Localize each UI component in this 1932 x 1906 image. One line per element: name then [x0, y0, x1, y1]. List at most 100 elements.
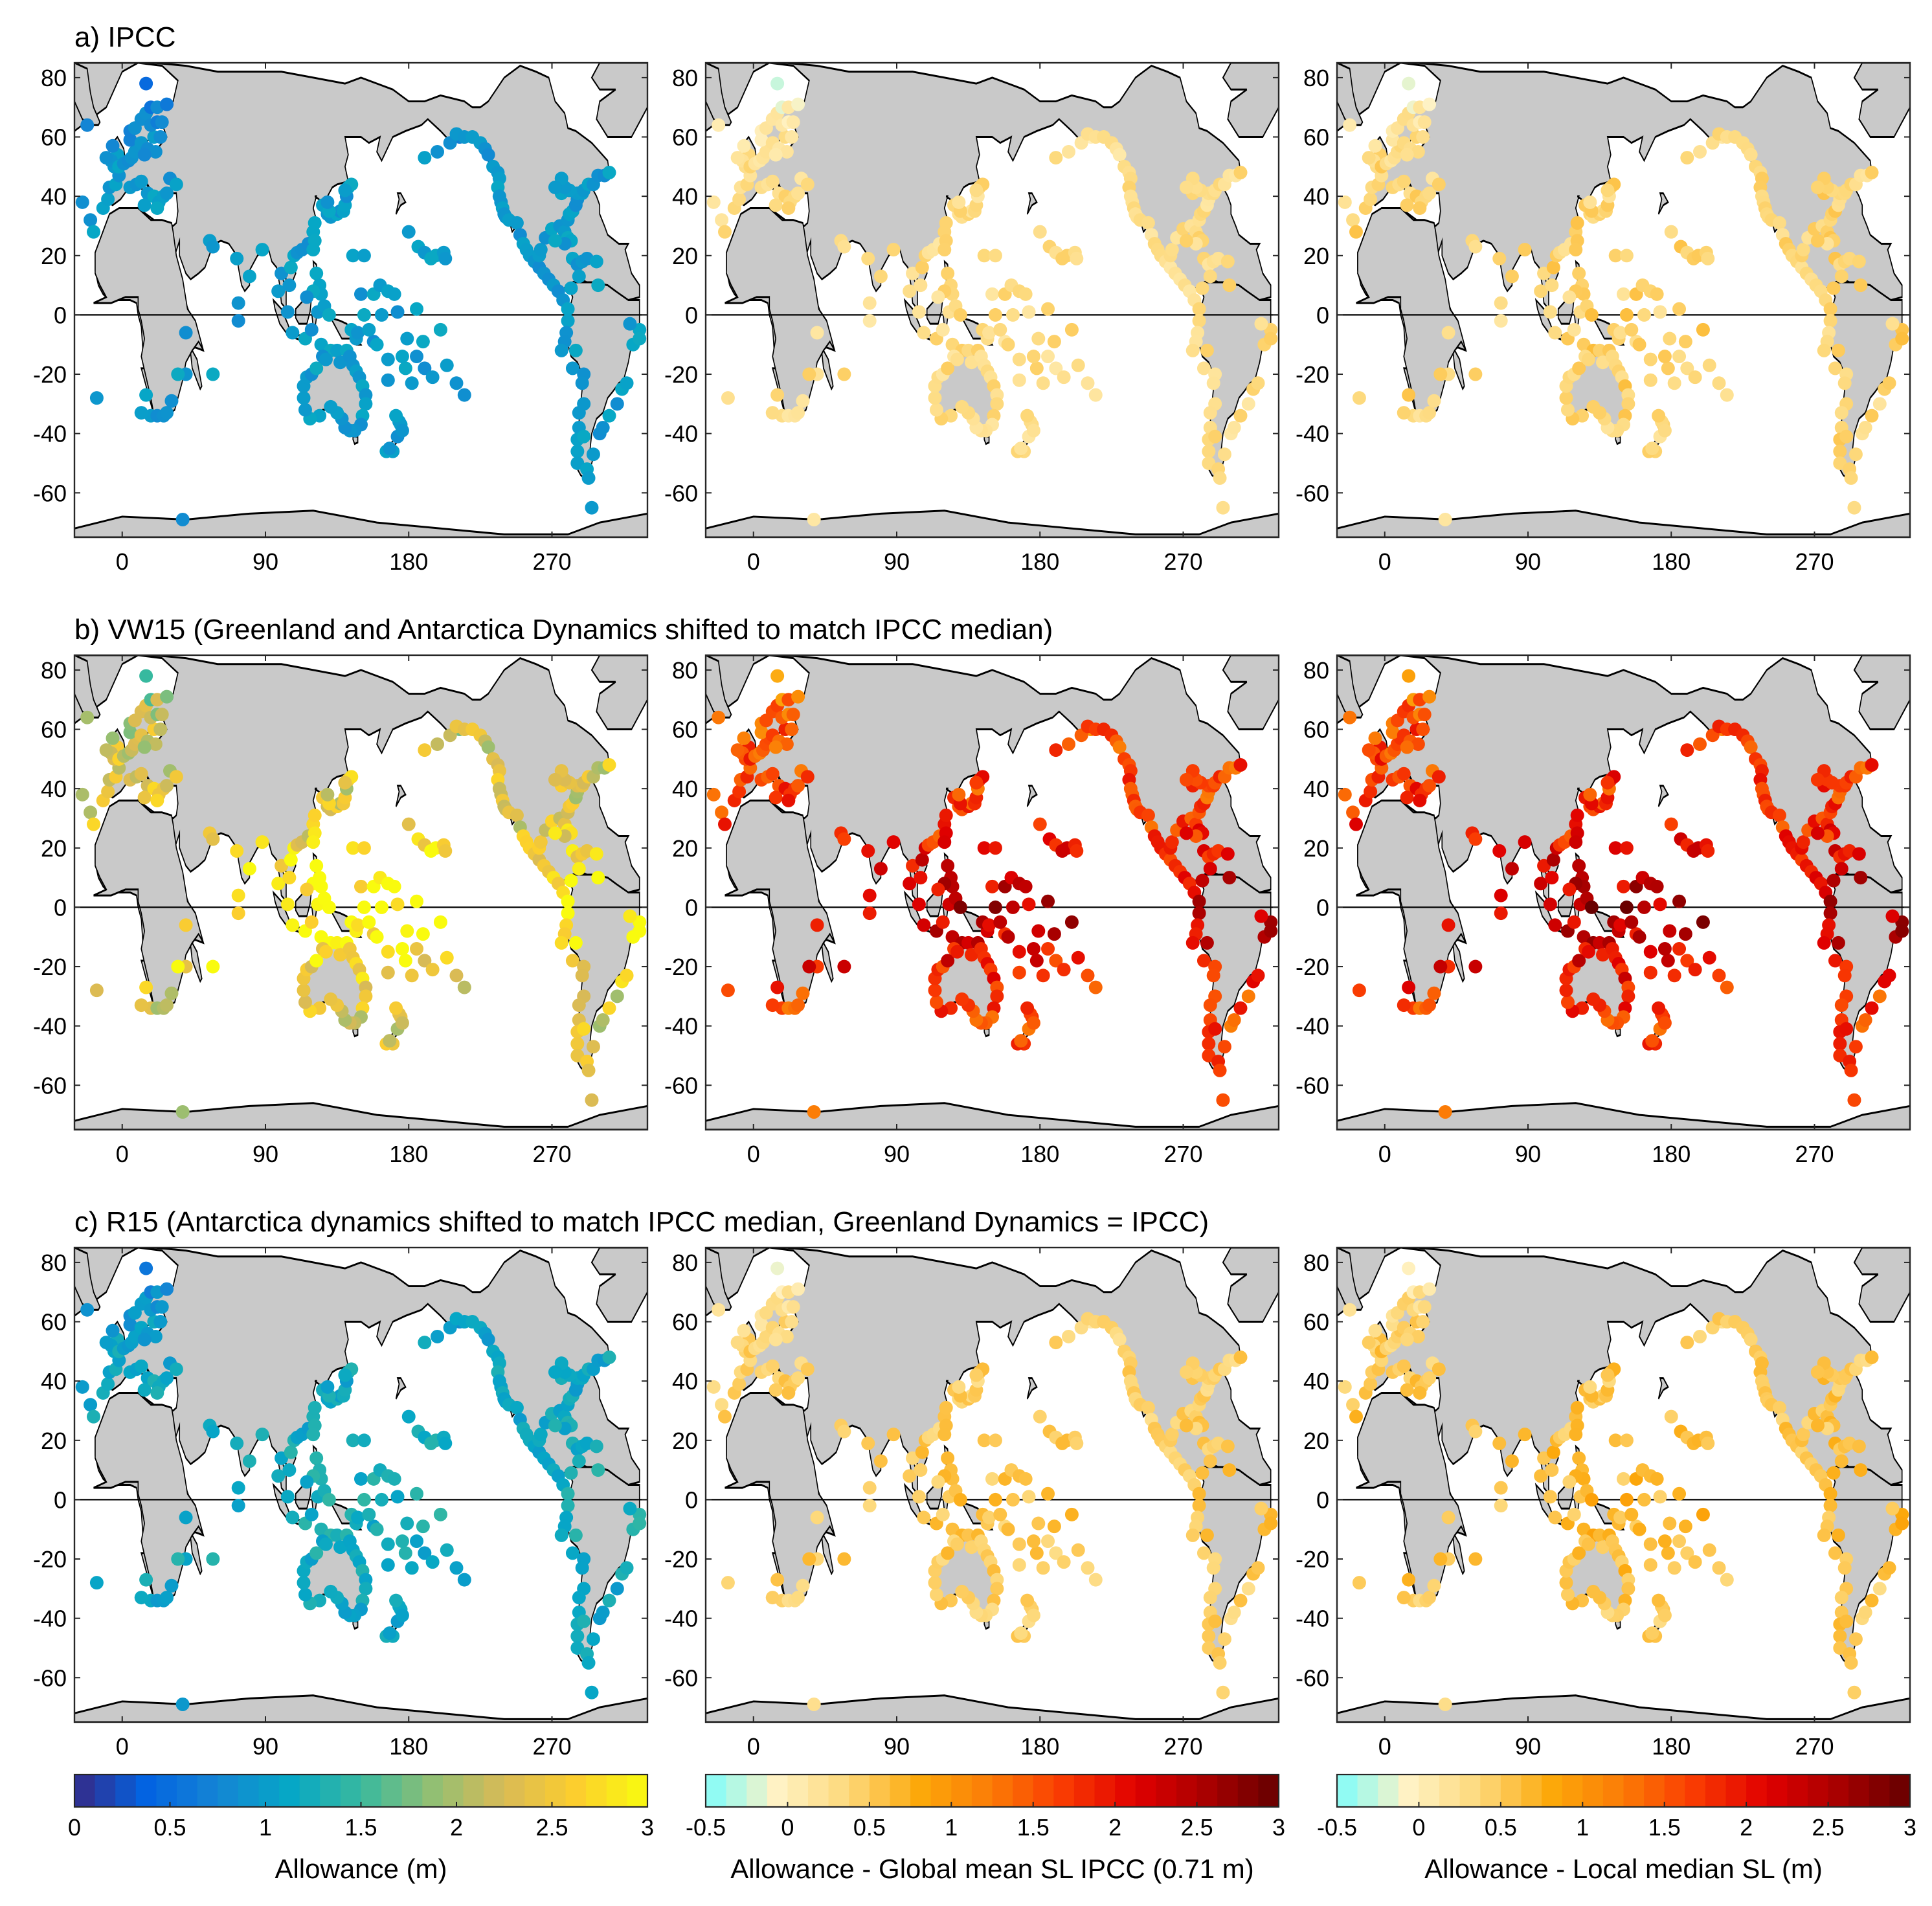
station-point — [732, 1377, 747, 1391]
station-point — [1343, 118, 1357, 132]
station-point — [939, 808, 953, 822]
station-point — [993, 322, 1007, 337]
station-point — [914, 278, 928, 293]
station-point — [993, 915, 1007, 929]
station-point — [886, 835, 901, 849]
station-point — [577, 1614, 591, 1628]
station-point — [939, 216, 953, 230]
station-point — [1865, 758, 1879, 772]
station-point — [1817, 936, 1831, 950]
station-point — [1216, 1685, 1230, 1699]
station-point — [1657, 942, 1672, 956]
station-point — [1071, 1543, 1085, 1557]
y-tick-label: 80 — [41, 1250, 67, 1276]
colorbar-tick-label: 1.5 — [1017, 1814, 1050, 1841]
station-point — [988, 841, 1002, 855]
station-point — [1562, 1475, 1577, 1489]
colorbar-segment — [1094, 1775, 1116, 1807]
station-point — [431, 1329, 444, 1343]
station-point — [770, 980, 785, 994]
station-point — [730, 151, 745, 165]
station-point — [1071, 358, 1085, 372]
station-point — [1349, 817, 1363, 831]
station-point — [769, 740, 783, 754]
y-tick-label: -60 — [33, 1072, 67, 1099]
station-point — [381, 945, 395, 959]
y-tick-label: 20 — [672, 243, 698, 269]
station-point — [1650, 1472, 1664, 1486]
station-point — [137, 1383, 152, 1397]
station-point — [873, 862, 888, 876]
station-point — [1227, 1013, 1241, 1027]
station-point — [1608, 1433, 1623, 1448]
colorbar-segment — [1746, 1775, 1768, 1807]
station-point — [425, 370, 440, 385]
station-point — [585, 1685, 599, 1699]
station-point — [1432, 177, 1446, 192]
x-tick-label: 0 — [1378, 1141, 1391, 1167]
station-point — [1828, 361, 1842, 376]
station-point — [1411, 1329, 1425, 1343]
station-point — [1560, 995, 1575, 1009]
station-point — [1872, 1582, 1887, 1596]
colorbar-segment — [1644, 1775, 1665, 1807]
station-point — [791, 690, 805, 704]
station-point — [449, 1561, 464, 1575]
station-point — [1688, 963, 1702, 977]
station-point — [572, 1591, 586, 1605]
station-point — [1222, 1463, 1237, 1477]
station-point — [1433, 1552, 1448, 1566]
station-point — [1653, 1490, 1667, 1504]
station-point — [400, 331, 414, 346]
station-point — [298, 995, 312, 1009]
station-point — [561, 1486, 575, 1501]
station-point — [309, 954, 324, 968]
station-point — [362, 322, 376, 337]
station-point — [1621, 1582, 1635, 1596]
map-area — [1337, 655, 1910, 1130]
station-point — [1422, 1282, 1437, 1296]
colorbar-segment — [930, 1775, 952, 1807]
station-point — [1848, 447, 1863, 462]
station-point — [1672, 350, 1687, 364]
station-point — [298, 403, 312, 417]
station-point — [418, 1546, 432, 1560]
station-point — [99, 743, 113, 757]
colorbar-segment — [1156, 1775, 1177, 1807]
station-point — [137, 148, 152, 162]
y-tick-label: -60 — [1296, 1072, 1329, 1099]
station-point — [623, 909, 637, 923]
station-point — [401, 225, 416, 239]
x-tick-label: 270 — [1163, 1141, 1202, 1167]
station-point — [320, 787, 335, 802]
station-point — [633, 331, 647, 346]
station-point — [969, 776, 983, 790]
station-point — [1663, 331, 1677, 346]
colorbar-segment — [1725, 1775, 1747, 1807]
colorbar-segment — [1623, 1775, 1645, 1807]
station-point — [1518, 1428, 1532, 1442]
colorbar-tick-label: 0.5 — [1485, 1814, 1517, 1841]
station-point — [548, 1365, 562, 1379]
y-tick-label: 40 — [41, 183, 67, 210]
station-point — [1165, 243, 1179, 257]
colorbar-segment — [401, 1775, 423, 1807]
station-point — [271, 877, 286, 891]
y-tick-label: 40 — [41, 1368, 67, 1395]
colorbar-segment — [320, 1775, 341, 1807]
y-tick-label: 40 — [1303, 776, 1329, 802]
y-tick-label: 0 — [1316, 1486, 1329, 1513]
station-point — [561, 314, 575, 328]
station-point — [633, 924, 647, 938]
colorbar-segment — [706, 1775, 727, 1807]
station-point — [410, 1486, 424, 1501]
station-point — [575, 376, 589, 390]
colorbar-segment — [1439, 1775, 1461, 1807]
station-point — [1233, 166, 1248, 180]
station-point — [985, 287, 999, 301]
station-point — [1617, 879, 1630, 893]
station-point — [718, 817, 732, 831]
station-point — [319, 1537, 333, 1551]
colorbar-segment — [1378, 1775, 1399, 1807]
station-point — [1402, 388, 1416, 402]
